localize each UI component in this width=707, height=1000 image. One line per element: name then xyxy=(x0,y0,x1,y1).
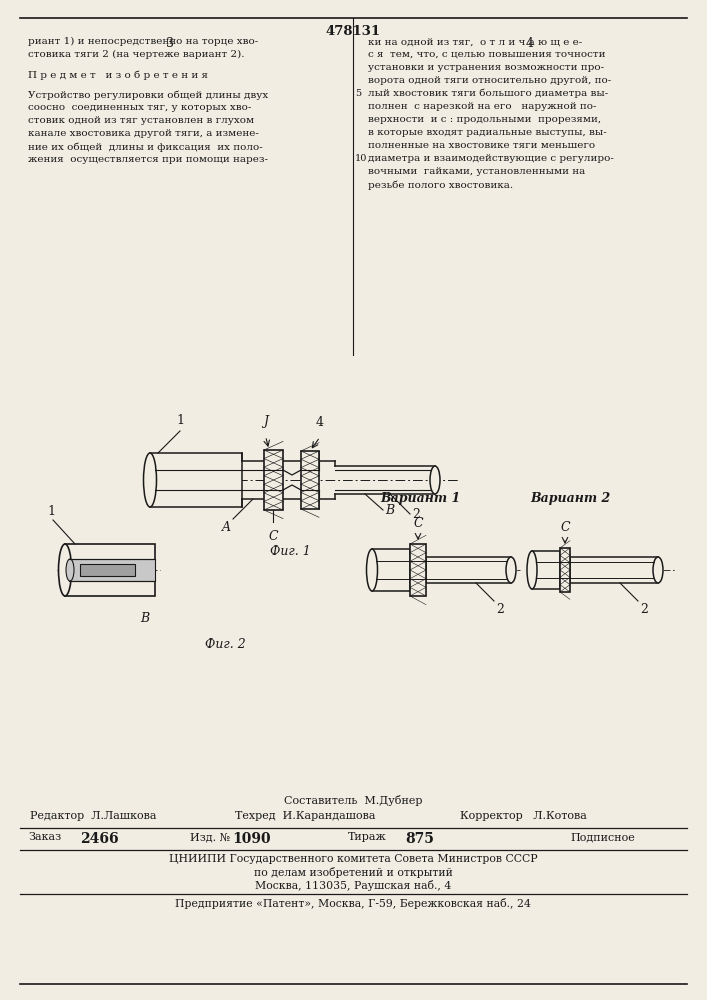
Text: жения  осуществляется при помощи нарез-: жения осуществляется при помощи нарез- xyxy=(28,155,268,164)
Text: Вариант 1: Вариант 1 xyxy=(380,492,460,505)
Bar xyxy=(560,548,570,592)
Bar xyxy=(532,551,560,589)
Text: Техред  И.Карандашова: Техред И.Карандашова xyxy=(235,811,375,821)
Bar xyxy=(570,557,658,583)
Text: Фиг. 1: Фиг. 1 xyxy=(269,545,310,558)
Text: вочными  гайками, установленными на: вочными гайками, установленными на xyxy=(368,167,585,176)
Text: Тираж: Тираж xyxy=(348,832,387,842)
Bar xyxy=(372,549,410,591)
Text: 478131: 478131 xyxy=(325,25,380,38)
Bar xyxy=(150,453,242,507)
Text: 1: 1 xyxy=(176,414,184,427)
Text: канале хвостовика другой тяги, а измене-: канале хвостовика другой тяги, а измене- xyxy=(28,129,259,138)
Text: Изд. №: Изд. № xyxy=(190,832,230,842)
Bar xyxy=(301,451,319,509)
Ellipse shape xyxy=(506,557,516,583)
Text: резьбе полого хвостовика.: резьбе полого хвостовика. xyxy=(368,180,513,190)
Text: 2466: 2466 xyxy=(80,832,119,846)
Text: Предприятие «Патент», Москва, Г-59, Бережковская наб., 24: Предприятие «Патент», Москва, Г-59, Бере… xyxy=(175,898,531,909)
Text: стовика тяги 2 (на чертеже вариант 2).: стовика тяги 2 (на чертеже вариант 2). xyxy=(28,50,245,59)
Text: по делам изобретений и открытий: по делам изобретений и открытий xyxy=(254,867,452,878)
Text: 1: 1 xyxy=(47,505,55,518)
Ellipse shape xyxy=(366,549,378,591)
Text: 875: 875 xyxy=(405,832,434,846)
Text: 3: 3 xyxy=(166,37,174,50)
Text: B: B xyxy=(141,612,150,625)
Text: Редактор  Л.Лашкова: Редактор Л.Лашкова xyxy=(30,811,156,821)
Text: ворота одной тяги относительно другой, по-: ворота одной тяги относительно другой, п… xyxy=(368,76,612,85)
Text: Москва, 113035, Раушская наб., 4: Москва, 113035, Раушская наб., 4 xyxy=(255,880,451,891)
Text: 2: 2 xyxy=(496,603,504,616)
Ellipse shape xyxy=(430,466,440,494)
Ellipse shape xyxy=(144,453,156,507)
Text: установки и устранения возможности про-: установки и устранения возможности про- xyxy=(368,63,604,72)
Text: C: C xyxy=(413,517,423,530)
Ellipse shape xyxy=(59,544,71,596)
Text: верхности  и с : продольными  прорезями,: верхности и с : продольными прорезями, xyxy=(368,115,601,124)
Text: 10: 10 xyxy=(355,154,368,163)
Text: C: C xyxy=(560,521,570,534)
Bar xyxy=(65,544,155,596)
Ellipse shape xyxy=(653,557,663,583)
Text: 4: 4 xyxy=(316,416,324,429)
Text: стовик одной из тяг установлен в глухом: стовик одной из тяг установлен в глухом xyxy=(28,116,254,125)
Text: 2: 2 xyxy=(412,508,420,520)
Text: Вариант 2: Вариант 2 xyxy=(530,492,610,505)
Text: 4: 4 xyxy=(526,37,534,50)
Text: 2: 2 xyxy=(640,603,648,616)
Text: 1090: 1090 xyxy=(232,832,271,846)
Text: A: A xyxy=(222,521,231,534)
Text: 5: 5 xyxy=(355,89,361,98)
Text: ки на одной из тяг,  о т л и ч а ю щ е е-: ки на одной из тяг, о т л и ч а ю щ е е- xyxy=(368,37,583,46)
Bar xyxy=(80,564,135,576)
Text: J: J xyxy=(263,415,268,428)
Text: ЦНИИПИ Государственного комитета Совета Министров СССР: ЦНИИПИ Государственного комитета Совета … xyxy=(169,854,537,864)
Ellipse shape xyxy=(66,559,74,581)
Text: соосно  соединенных тяг, у которых хво-: соосно соединенных тяг, у которых хво- xyxy=(28,103,252,112)
Text: C: C xyxy=(269,530,279,543)
Text: ние их общей  длины и фиксация  их поло-: ние их общей длины и фиксация их поло- xyxy=(28,142,263,151)
Bar xyxy=(264,450,283,510)
Bar xyxy=(410,544,426,596)
Text: в которые входят радиальные выступы, вы-: в которые входят радиальные выступы, вы- xyxy=(368,128,607,137)
Text: Фиг. 2: Фиг. 2 xyxy=(204,638,245,651)
Text: Устройство регулировки общей длины двух: Устройство регулировки общей длины двух xyxy=(28,90,268,100)
Text: Подписное: Подписное xyxy=(570,832,635,842)
Text: с я  тем, что, с целью повышения точности: с я тем, что, с целью повышения точности xyxy=(368,50,605,59)
Text: полнен  с нарезкой на его   наружной по-: полнен с нарезкой на его наружной по- xyxy=(368,102,597,111)
Text: Корректор   Л.Котова: Корректор Л.Котова xyxy=(460,811,587,821)
Text: риант 1) и непосредственно на торце хво-: риант 1) и непосредственно на торце хво- xyxy=(28,37,258,46)
Bar xyxy=(426,557,511,583)
Text: B: B xyxy=(385,504,394,516)
Text: лый хвостовик тяги большого диаметра вы-: лый хвостовик тяги большого диаметра вы- xyxy=(368,89,608,99)
Text: Заказ: Заказ xyxy=(28,832,61,842)
Text: П р е д м е т   и з о б р е т е н и я: П р е д м е т и з о б р е т е н и я xyxy=(28,70,208,80)
Ellipse shape xyxy=(527,551,537,589)
Text: диаметра и взаимодействующие с регулиро-: диаметра и взаимодействующие с регулиро- xyxy=(368,154,614,163)
Text: Составитель  М.Дубнер: Составитель М.Дубнер xyxy=(284,795,422,806)
Bar xyxy=(70,559,155,581)
Text: полненные на хвостовике тяги меньшего: полненные на хвостовике тяги меньшего xyxy=(368,141,595,150)
